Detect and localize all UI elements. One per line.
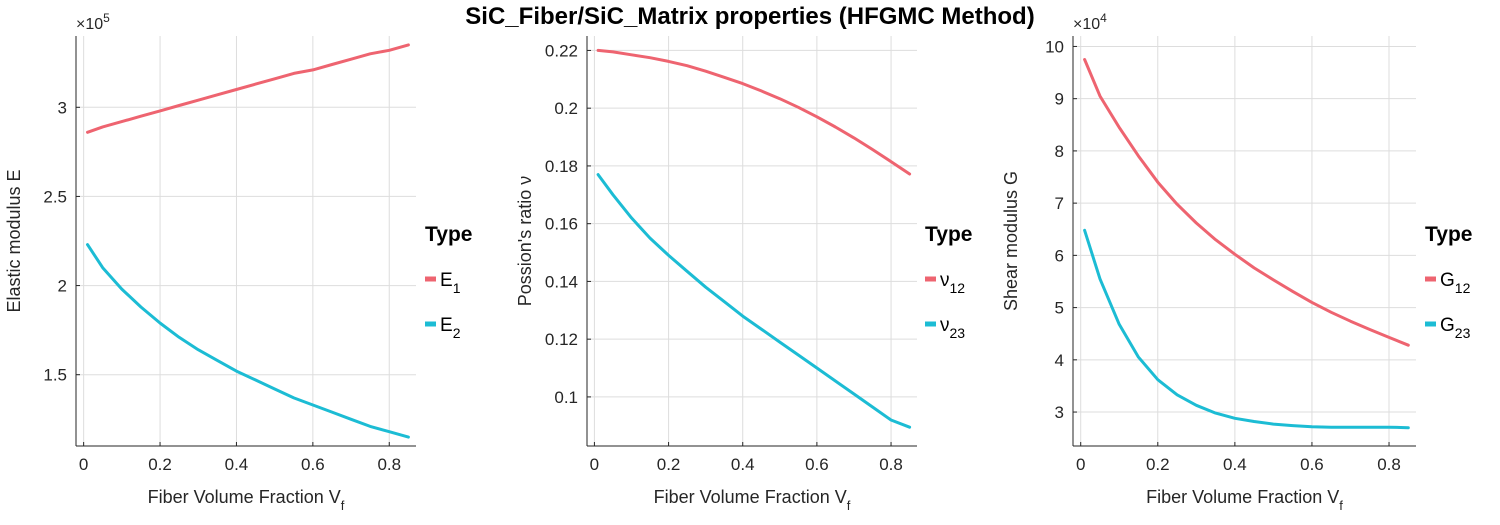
chart-panel-2: 0 0.2 0.4 0.6 0.8 0.1 0.12 0.14 0.16 0.18 0.2 0.22 F… <box>515 36 972 513</box>
y-tick-label: 0.14 <box>545 272 578 291</box>
y-tick-label: 3 <box>58 98 67 117</box>
x-axis-label-text: Fiber Volume Fraction V <box>1146 487 1339 507</box>
x-tick-label: 0 <box>79 455 88 474</box>
y-axis-label: Shear modulus G <box>1001 171 1021 311</box>
legend-label-subscript: 23 <box>950 325 966 341</box>
legend-title: Type <box>1425 223 1472 246</box>
y-tick-label: 2.5 <box>43 187 67 206</box>
x-tick-label: 0.6 <box>805 455 829 474</box>
legend-label: ν23 <box>940 315 965 341</box>
x-tick-label: 0.6 <box>1300 455 1324 474</box>
y-tick-label: 9 <box>1055 90 1064 109</box>
chart-panel-1: 0 0.2 0.4 0.6 0.8 1.5 2 2.5 3 ×105 Fiber Volume Fr… <box>4 11 472 513</box>
y-tick-label: 0.1 <box>554 388 578 407</box>
series-line-G23 <box>1083 228 1410 430</box>
y-tick-label: 0.2 <box>554 99 578 118</box>
y-tick-label: 0.16 <box>545 215 578 234</box>
x-axis-label-subscript: f <box>847 498 851 513</box>
y-tick-label: 10 <box>1045 37 1064 56</box>
x-axis-label-text: Fiber Volume Fraction V <box>148 487 341 507</box>
multiplier-exponent: 5 <box>103 11 110 25</box>
y-axis-multiplier: ×105 <box>76 11 110 33</box>
legend-title: Type <box>425 223 472 246</box>
x-tick-label: 0.6 <box>301 455 325 474</box>
legend-label-name: E <box>440 270 453 291</box>
legend-label-name: ν <box>940 270 950 291</box>
x-tick-label: 0.4 <box>1223 455 1247 474</box>
y-tick-label: 3 <box>1055 403 1064 422</box>
legend-label-subscript: 12 <box>1455 280 1471 296</box>
multiplier-exponent: 4 <box>1100 11 1107 25</box>
series-line-ν23 <box>596 173 912 429</box>
y-tick-label: 0.22 <box>545 41 578 60</box>
legend-label-name: E <box>440 315 453 336</box>
legend-label: G23 <box>1440 315 1471 341</box>
x-axis-label: Fiber Volume Fraction Vf <box>1146 487 1343 513</box>
x-tick-label: 0 <box>590 455 599 474</box>
legend-label-subscript: 1 <box>453 280 461 296</box>
y-tick-label: 1.5 <box>43 366 67 385</box>
x-axis-label: Fiber Volume Fraction Vf <box>654 487 851 513</box>
legend-title: Type <box>925 223 972 246</box>
x-axis-label-subscript: f <box>1339 498 1343 513</box>
legend-label: E1 <box>440 270 461 296</box>
x-axis-label: Fiber Volume Fraction Vf <box>148 487 345 513</box>
y-tick-label: 6 <box>1055 246 1064 265</box>
series-line-ν12 <box>596 48 912 176</box>
y-tick-label: 5 <box>1055 299 1064 318</box>
multiplier-base: ×10 <box>1073 16 1100 33</box>
y-tick-label: 0.12 <box>545 330 578 349</box>
x-tick-label: 0 <box>1076 455 1085 474</box>
series-line-G12 <box>1083 58 1410 347</box>
x-tick-label: 0.2 <box>1146 455 1170 474</box>
legend-label: G12 <box>1440 270 1471 296</box>
series-line-E2 <box>86 243 410 439</box>
x-tick-label: 0.2 <box>148 455 172 474</box>
legend-label: E2 <box>440 315 461 341</box>
legend-label-subscript: 12 <box>950 280 966 296</box>
y-axis-label: Elastic modulus E <box>4 169 24 312</box>
legend-label-name: G <box>1440 270 1455 291</box>
figure-title: SiC_Fiber/SiC_Matrix properties (HFGMC M… <box>465 3 1034 30</box>
y-tick-label: 0.18 <box>545 157 578 176</box>
x-axis-label-text: Fiber Volume Fraction V <box>654 487 847 507</box>
y-tick-label: 2 <box>58 277 67 296</box>
x-tick-label: 0.8 <box>879 455 903 474</box>
multiplier-base: ×10 <box>76 16 103 33</box>
legend-label-subscript: 2 <box>453 325 461 341</box>
y-tick-label: 7 <box>1055 194 1064 213</box>
y-tick-label: 8 <box>1055 142 1064 161</box>
x-tick-label: 0.2 <box>657 455 681 474</box>
legend-label: ν12 <box>940 270 965 296</box>
x-tick-label: 0.4 <box>731 455 755 474</box>
y-axis-multiplier: ×104 <box>1073 11 1107 33</box>
y-tick-label: 4 <box>1055 351 1064 370</box>
x-tick-label: 0.8 <box>1377 455 1401 474</box>
x-tick-label: 0.4 <box>225 455 249 474</box>
series-line-E1 <box>86 43 410 134</box>
legend-label-name: G <box>1440 315 1455 336</box>
legend-label-subscript: 23 <box>1455 325 1471 341</box>
x-tick-label: 0.8 <box>377 455 401 474</box>
x-axis-label-subscript: f <box>341 498 345 513</box>
legend-label-name: ν <box>940 315 950 336</box>
y-axis-label: Possion's ratio ν <box>515 176 535 307</box>
